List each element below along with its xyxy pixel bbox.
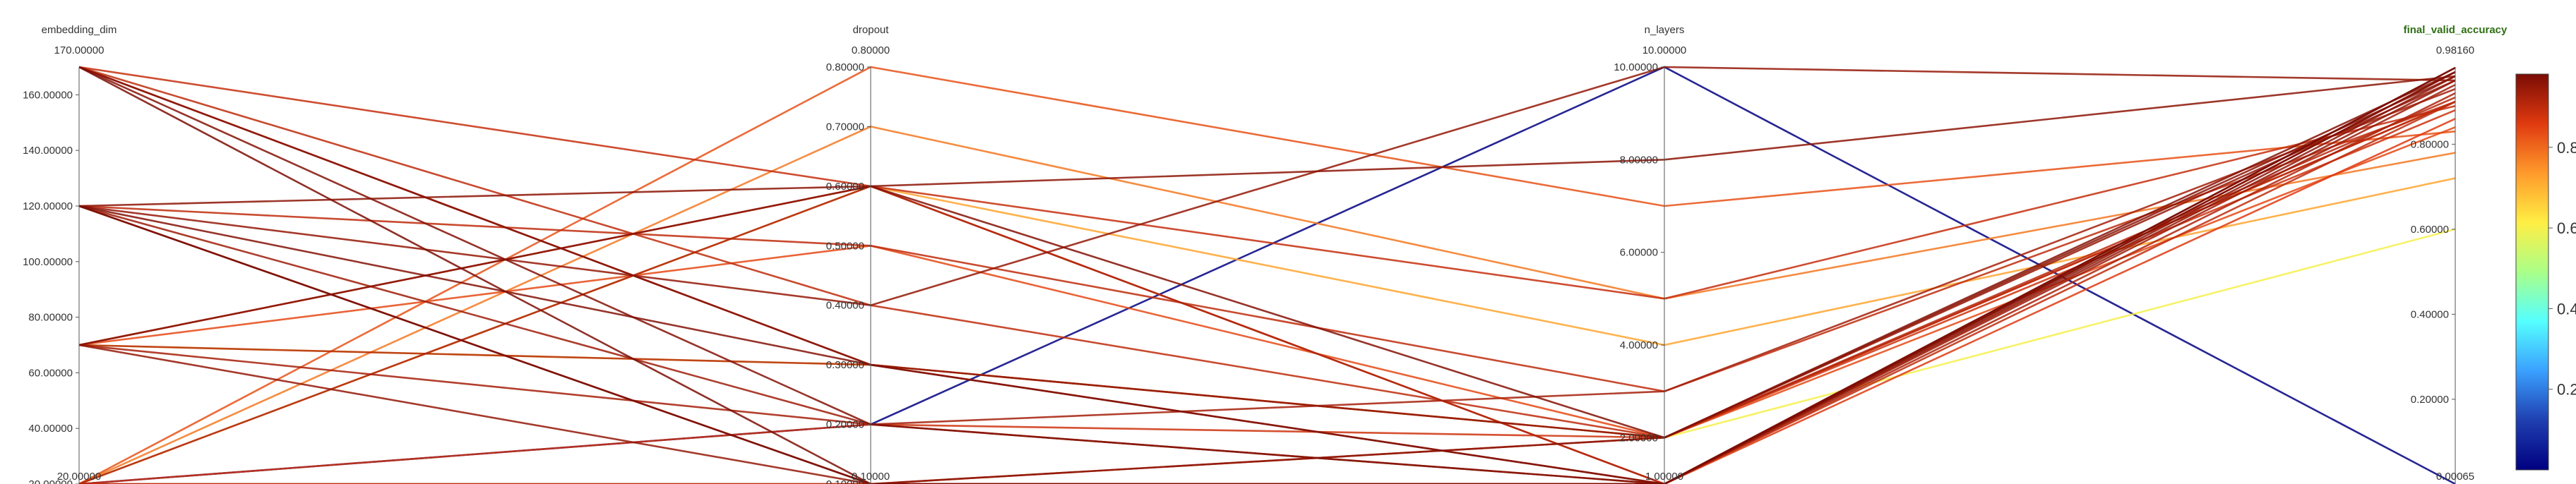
tick-label: 0.60000 (826, 181, 864, 193)
tick-label: 0.20000 (2411, 394, 2449, 406)
axis-embedding_dim[interactable]: embedding_dim170.0000020.0000020.0000040… (23, 24, 117, 484)
tick-label: 2.00000 (1620, 432, 1658, 444)
range-max-label: 0.80000 (852, 44, 890, 56)
trial-line-21[interactable] (79, 67, 2455, 484)
trial-lines (79, 67, 2455, 484)
tick-label: 0.80000 (826, 61, 864, 73)
range-min-label: 0.00065 (2436, 471, 2474, 483)
tick-label: 0.30000 (826, 359, 864, 371)
tick-label: 8.00000 (1620, 154, 1658, 166)
axis-title: dropout (853, 24, 890, 36)
tick-label: 0.10000 (826, 478, 864, 484)
tick-label: 6.00000 (1620, 247, 1658, 259)
colorbar-tick-label: 0.2 (2557, 381, 2576, 399)
colorbar-tick-label: 0.4 (2557, 300, 2576, 317)
colorbar-gradient (2516, 74, 2548, 470)
tick-label: 80.00000 (28, 312, 73, 324)
trial-line-3[interactable] (79, 102, 2455, 484)
axis-title: n_layers (1645, 24, 1685, 36)
tick-label: 0.80000 (2411, 138, 2449, 150)
trial-line-27[interactable] (79, 102, 2455, 484)
tick-label: 120.00000 (23, 200, 73, 212)
axis-n_layers[interactable]: n_layers 10.00000 1.00000 2.00000 4.00000 6.0… (1614, 24, 1686, 484)
range-min-label: 1.00000 (1645, 471, 1683, 483)
tick-label: 0.60000 (2411, 224, 2449, 236)
colorbar-tick-label: 0.6 (2557, 219, 2576, 237)
tick-label: 0.70000 (826, 121, 864, 133)
tick-label: 140.00000 (23, 145, 73, 157)
trial-line-0[interactable] (79, 67, 2455, 484)
trial-line-12[interactable] (79, 72, 2455, 484)
tick-label: 0.20000 (826, 419, 864, 431)
tick-label: 10.00000 (1614, 61, 1658, 73)
range-max-label: 170.00000 (54, 44, 105, 56)
trial-line-19[interactable] (79, 67, 2455, 484)
range-max-label: 10.00000 (1642, 44, 1687, 56)
trial-line-25[interactable] (79, 68, 2455, 484)
axes: embedding_dim170.0000020.0000020.0000040… (23, 24, 2508, 484)
tick-label: 100.00000 (23, 256, 73, 268)
trial-line-23[interactable] (79, 93, 2455, 484)
tick-label: 0.40000 (2411, 308, 2449, 320)
tick-label: 0.40000 (826, 300, 864, 312)
axis-title: final_valid_accuracy (2404, 24, 2508, 36)
colorbar-tick-label: 0.8 (2557, 139, 2576, 157)
tick-label: 40.00000 (28, 423, 73, 435)
range-max-label: 0.98160 (2436, 44, 2474, 56)
axis-title: embedding_dim (42, 24, 117, 36)
tick-label: 0.50000 (826, 240, 864, 252)
tick-label: 160.00000 (23, 89, 73, 101)
tick-label: 60.00000 (28, 367, 73, 379)
tick-label: 4.00000 (1620, 339, 1658, 351)
trial-line-18[interactable] (79, 67, 2455, 484)
colorbar: 0.2 0.4 0.6 0.8 (2516, 74, 2576, 470)
tick-label: 20.00000 (28, 478, 73, 484)
trial-line-26[interactable] (79, 67, 2455, 484)
